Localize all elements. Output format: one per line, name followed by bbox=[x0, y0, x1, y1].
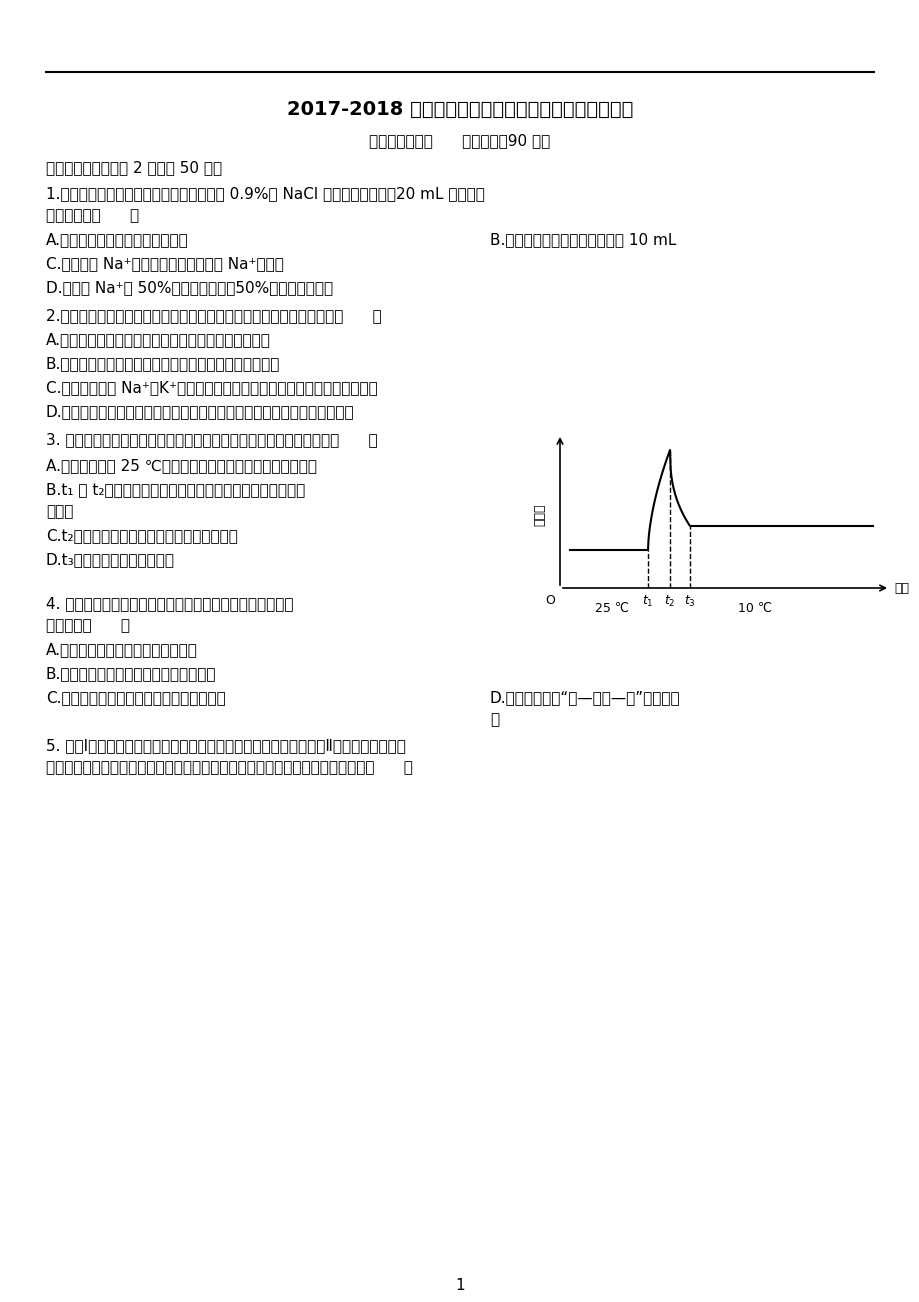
Text: 一、选择题（每小题 2 分，共 50 分）: 一、选择题（每小题 2 分，共 50 分） bbox=[46, 160, 221, 174]
Text: A.当环境温度为 25 ℃时，单位时间内产热量基本不发生变化: A.当环境温度为 25 ℃时，单位时间内产热量基本不发生变化 bbox=[46, 458, 317, 473]
Text: 1.某同学给健康实验兔静脉滴注质量分数为 0.9%的 NaCl 溶液（生理盐水）20 mL 后，会出: 1.某同学给健康实验兔静脉滴注质量分数为 0.9%的 NaCl 溶液（生理盐水）… bbox=[46, 186, 484, 201]
Text: 10 ℃: 10 ℃ bbox=[737, 602, 771, 615]
Text: B.内环境稳态有利于新陈代谢过程中酶促反应的正常进行: B.内环境稳态有利于新陈代谢过程中酶促反应的正常进行 bbox=[46, 355, 280, 371]
Text: 错误的是（      ）: 错误的是（ ） bbox=[46, 618, 130, 633]
Text: A.这一反射过程需要大脑皮层的参与: A.这一反射过程需要大脑皮层的参与 bbox=[46, 642, 198, 658]
Text: 造成的: 造成的 bbox=[46, 504, 74, 519]
Text: C.t₂以后，散热量减少，这是体温调节的结果: C.t₂以后，散热量减少，这是体温调节的结果 bbox=[46, 529, 238, 543]
Text: D.内环境中发生的丙酮酸氧化分解给细胞提供能量，有利于生命活动的进行: D.内环境中发生的丙酮酸氧化分解给细胞提供能量，有利于生命活动的进行 bbox=[46, 404, 354, 419]
Text: 化: 化 bbox=[490, 712, 499, 727]
Text: B.这是一种反射活动，其效应器是唤液腺: B.这是一种反射活动，其效应器是唤液腺 bbox=[46, 667, 216, 681]
Text: 时间: 时间 bbox=[893, 582, 908, 595]
Text: D.输入的 Na⁺中 50%进入细胞内液，50%分布在细胞外液: D.输入的 Na⁺中 50%进入细胞内液，50%分布在细胞外液 bbox=[46, 280, 333, 296]
Text: 3. 如图是人体体温调节的曲线图，请据图分析，下列说法不正确的是（      ）: 3. 如图是人体体温调节的曲线图，请据图分析，下列说法不正确的是（ ） bbox=[46, 432, 377, 447]
Text: 1: 1 bbox=[455, 1279, 464, 1293]
Text: $t_3$: $t_3$ bbox=[684, 594, 695, 609]
Text: 4. 当人看到酸梅时唤液分泌会大量增加。对此现象的分析，: 4. 当人看到酸梅时唤液分泌会大量增加。对此现象的分析， bbox=[46, 596, 293, 611]
Text: 2.内环境稳态是维持机体正常生命活动的必要条件，下列叙述错误的是（      ）: 2.内环境稳态是维持机体正常生命活动的必要条件，下列叙述错误的是（ ） bbox=[46, 309, 381, 323]
Text: A.输入的溶液会从血浆进入组织液: A.输入的溶液会从血浆进入组织液 bbox=[46, 232, 188, 247]
Text: B.细胞内液和细胞外液分别增加 10 mL: B.细胞内液和细胞外液分别增加 10 mL bbox=[490, 232, 675, 247]
Text: 25 ℃: 25 ℃ bbox=[595, 602, 629, 615]
Text: 现的现象是（      ）: 现的现象是（ ） bbox=[46, 208, 139, 223]
Text: C.维持内环境中 Na⁺、K⁺浓度的相对稳定有利于维持神经细胞的正常兴奋性: C.维持内环境中 Na⁺、K⁺浓度的相对稳定有利于维持神经细胞的正常兴奋性 bbox=[46, 380, 378, 395]
Text: 散热量: 散热量 bbox=[533, 504, 546, 526]
Text: C.酸梅色泽直接刺激神经中枢引起唤液分泌: C.酸梅色泽直接刺激神经中枢引起唤液分泌 bbox=[46, 690, 225, 704]
Text: 命题人：游海洪      考试时间：90 分钟: 命题人：游海洪 考试时间：90 分钟 bbox=[369, 133, 550, 148]
Text: $t_2$: $t_2$ bbox=[664, 594, 675, 609]
Text: D.这一过程中有“电—化学—电”信号的转: D.这一过程中有“电—化学—电”信号的转 bbox=[490, 690, 680, 704]
Text: 5. 现象Ⅰ：小明的手指不小心碰到一个很烫的物品后将手缩回；现象Ⅱ：小明伸手拿别人: 5. 现象Ⅰ：小明的手指不小心碰到一个很烫的物品后将手缩回；现象Ⅱ：小明伸手拿别… bbox=[46, 738, 405, 753]
Text: $t_1$: $t_1$ bbox=[641, 594, 653, 609]
Text: O: O bbox=[544, 594, 554, 607]
Text: A.内环境保持相对稳定有利于机体适应外界环境的变化: A.内环境保持相对稳定有利于机体适应外界环境的变化 bbox=[46, 332, 270, 348]
Text: 的物品时被口头拒绝而将手缩回。两个现象中的缩手反应比较见下表，正确的是（      ）: 的物品时被口头拒绝而将手缩回。两个现象中的缩手反应比较见下表，正确的是（ ） bbox=[46, 760, 413, 775]
Text: B.t₁ 到 t₂间散热量增加是由人体体温与环境温度的温差加大: B.t₁ 到 t₂间散热量增加是由人体体温与环境温度的温差加大 bbox=[46, 482, 305, 497]
Text: 2017-2018 学年度上学期高二年级第三次月考生物试题: 2017-2018 学年度上学期高二年级第三次月考生物试题 bbox=[287, 100, 632, 118]
Text: C.细胞内液 Na⁺的增加远大于细胞外液 Na⁺的增加: C.细胞内液 Na⁺的增加远大于细胞外液 Na⁺的增加 bbox=[46, 256, 284, 271]
Text: D.t₃以后，产热量小于散热量: D.t₃以后，产热量小于散热量 bbox=[46, 552, 175, 566]
